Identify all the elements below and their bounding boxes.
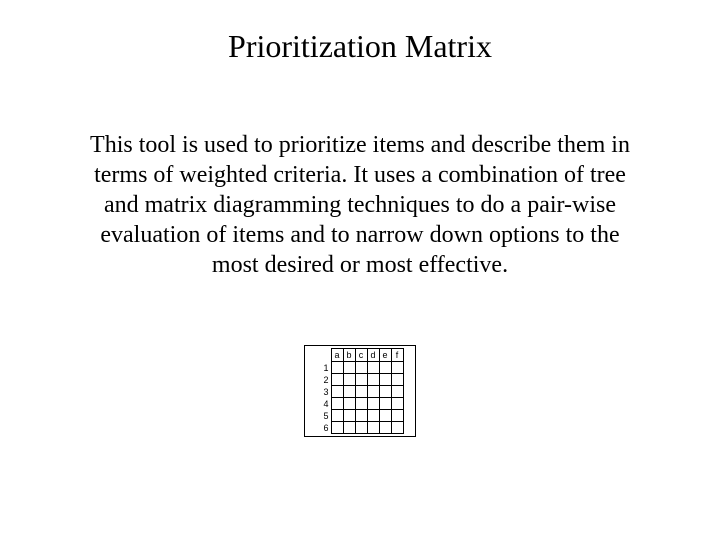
matrix-cell bbox=[391, 422, 403, 434]
matrix-cell bbox=[379, 398, 391, 410]
matrix-cell bbox=[343, 422, 355, 434]
matrix-col-header: b bbox=[343, 349, 355, 362]
matrix-cell bbox=[331, 410, 343, 422]
matrix-cell bbox=[343, 398, 355, 410]
matrix-cell bbox=[355, 398, 367, 410]
matrix-cell bbox=[355, 386, 367, 398]
matrix-cell bbox=[355, 410, 367, 422]
matrix-cell bbox=[331, 374, 343, 386]
matrix-cell bbox=[343, 374, 355, 386]
matrix-cell bbox=[331, 422, 343, 434]
matrix-row-header: 2 bbox=[317, 374, 332, 386]
matrix-cell bbox=[367, 398, 379, 410]
matrix-cell bbox=[343, 386, 355, 398]
slide: Prioritization Matrix This tool is used … bbox=[0, 0, 720, 540]
matrix-row-header: 4 bbox=[317, 398, 332, 410]
matrix-row-header: 6 bbox=[317, 422, 332, 434]
matrix-cell bbox=[331, 386, 343, 398]
matrix-corner bbox=[317, 349, 332, 362]
slide-body-text: This tool is used to prioritize items an… bbox=[78, 130, 642, 280]
matrix-row-header: 1 bbox=[317, 362, 332, 374]
matrix-row: 6 bbox=[317, 422, 404, 434]
matrix-cell bbox=[355, 362, 367, 374]
matrix-header-row: a b c d e f bbox=[317, 349, 404, 362]
matrix-col-header: a bbox=[331, 349, 343, 362]
matrix-cell bbox=[367, 374, 379, 386]
matrix-cell bbox=[343, 410, 355, 422]
matrix-row-header: 5 bbox=[317, 410, 332, 422]
matrix-cell bbox=[379, 374, 391, 386]
matrix-cell bbox=[331, 362, 343, 374]
matrix-cell bbox=[391, 362, 403, 374]
matrix-col-header: e bbox=[379, 349, 391, 362]
matrix-cell bbox=[367, 386, 379, 398]
matrix-cell bbox=[379, 410, 391, 422]
prioritization-matrix-table: a b c d e f 1 bbox=[317, 348, 404, 434]
matrix-cell bbox=[367, 422, 379, 434]
matrix-row-header: 3 bbox=[317, 386, 332, 398]
matrix-figure: a b c d e f 1 bbox=[307, 348, 413, 434]
matrix-row: 3 bbox=[317, 386, 404, 398]
matrix-cell bbox=[379, 362, 391, 374]
matrix-row: 5 bbox=[317, 410, 404, 422]
matrix-col-header: d bbox=[367, 349, 379, 362]
matrix-row: 1 bbox=[317, 362, 404, 374]
matrix-cell bbox=[379, 422, 391, 434]
matrix-row: 2 bbox=[317, 374, 404, 386]
matrix-cell bbox=[367, 362, 379, 374]
slide-title: Prioritization Matrix bbox=[0, 28, 720, 65]
matrix-cell bbox=[391, 410, 403, 422]
matrix-cell bbox=[391, 386, 403, 398]
matrix-cell bbox=[343, 362, 355, 374]
matrix-row: 4 bbox=[317, 398, 404, 410]
matrix-cell bbox=[355, 374, 367, 386]
matrix-cell bbox=[391, 374, 403, 386]
matrix-cell bbox=[355, 422, 367, 434]
matrix-col-header: c bbox=[355, 349, 367, 362]
matrix-cell bbox=[391, 398, 403, 410]
matrix-cell bbox=[379, 386, 391, 398]
matrix-cell bbox=[331, 398, 343, 410]
matrix-col-header: f bbox=[391, 349, 403, 362]
matrix-cell bbox=[367, 410, 379, 422]
